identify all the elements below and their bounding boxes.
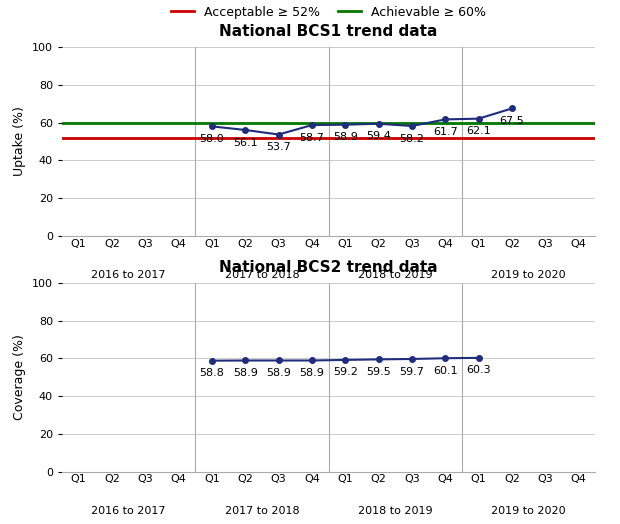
Text: 61.7: 61.7 (433, 127, 458, 137)
Text: 59.2: 59.2 (333, 367, 358, 377)
Text: 59.5: 59.5 (366, 367, 391, 377)
Text: 60.3: 60.3 (466, 365, 491, 375)
Text: 59.7: 59.7 (399, 366, 424, 377)
Legend: Acceptable ≥ 52%, Achievable ≥ 60%: Acceptable ≥ 52%, Achievable ≥ 60% (166, 1, 491, 24)
Text: 56.1: 56.1 (233, 137, 257, 148)
Text: 62.1: 62.1 (466, 126, 491, 136)
Text: 58.0: 58.0 (200, 134, 224, 144)
Title: National BCS2 trend data: National BCS2 trend data (219, 260, 438, 275)
Text: 58.8: 58.8 (200, 368, 224, 378)
Text: 58.2: 58.2 (399, 134, 424, 144)
Text: 58.9: 58.9 (299, 368, 324, 378)
Text: 2019 to 2020: 2019 to 2020 (491, 270, 566, 280)
Text: 2016 to 2017: 2016 to 2017 (91, 270, 166, 280)
Text: 67.5: 67.5 (500, 116, 525, 126)
Text: 2016 to 2017: 2016 to 2017 (91, 506, 166, 516)
Text: 58.9: 58.9 (266, 368, 291, 378)
Text: 58.9: 58.9 (233, 368, 258, 378)
Y-axis label: Coverage (%): Coverage (%) (14, 334, 27, 420)
Text: 2018 to 2019: 2018 to 2019 (358, 506, 433, 516)
Y-axis label: Uptake (%): Uptake (%) (14, 106, 27, 177)
Text: 58.7: 58.7 (299, 133, 324, 143)
Text: 53.7: 53.7 (266, 142, 291, 152)
Title: National BCS1 trend data: National BCS1 trend data (219, 24, 438, 39)
Text: 60.1: 60.1 (433, 366, 458, 376)
Text: 59.4: 59.4 (366, 132, 391, 141)
Text: 2018 to 2019: 2018 to 2019 (358, 270, 433, 280)
Text: 2017 to 2018: 2017 to 2018 (224, 506, 299, 516)
Text: 2017 to 2018: 2017 to 2018 (224, 270, 299, 280)
Text: 58.9: 58.9 (333, 132, 358, 142)
Text: 2019 to 2020: 2019 to 2020 (491, 506, 566, 516)
